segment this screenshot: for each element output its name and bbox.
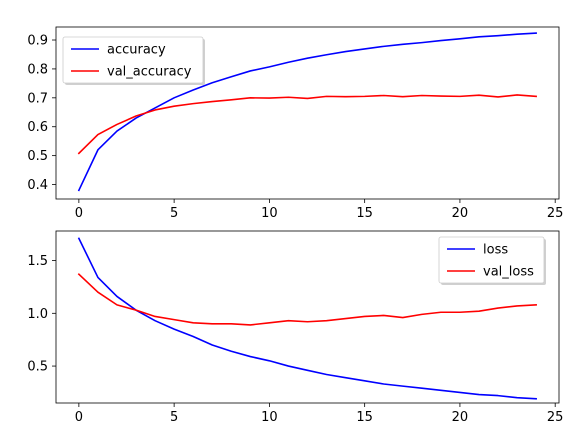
y-tick-label: 0.8 — [27, 62, 48, 77]
y-tick-label: 1.5 — [27, 254, 48, 269]
y-tick-label: 1.0 — [27, 307, 48, 322]
x-tick-label: 10 — [261, 410, 278, 425]
x-tick-label: 5 — [170, 410, 178, 425]
legend-label-loss: loss — [483, 243, 508, 258]
series-line-val-loss — [77, 273, 537, 326]
y-tick-label: 0.7 — [27, 91, 48, 106]
x-tick-label: 25 — [547, 410, 564, 425]
series-line-loss — [77, 237, 537, 400]
legend: loss val_loss — [438, 236, 546, 285]
y-tick-label: 0.5 — [27, 360, 48, 375]
x-tick-label: 0 — [75, 410, 83, 425]
x-tick-label: 20 — [452, 410, 469, 425]
legend: accuracy val_accuracy — [62, 36, 205, 85]
x-tick-label: 15 — [356, 206, 373, 221]
x-tick-label: 20 — [452, 206, 469, 221]
axes-frame — [55, 230, 560, 404]
y-tick-label: 0.6 — [27, 120, 48, 135]
series-line-accuracy — [77, 32, 537, 192]
axes-frame — [55, 26, 560, 200]
x-tick-label: 25 — [547, 206, 564, 221]
y-tick-label: 0.4 — [27, 178, 48, 193]
accuracy-subplot: 0 5 10 15 20 25 0.4 0.5 0.6 0.7 0.8 0.9 accuracy val_… — [27, 26, 564, 221]
loss-subplot: 0 5 10 15 20 25 0.5 1.0 1.5 loss val_loss — [27, 230, 564, 425]
legend-label-val-loss: val_loss — [483, 265, 534, 280]
y-tick-label: 0.5 — [27, 149, 48, 164]
legend-label-val-accuracy: val_accuracy — [107, 65, 192, 80]
x-tick-label: 10 — [261, 206, 278, 221]
legend-label-accuracy: accuracy — [107, 43, 166, 58]
x-tick-label: 5 — [170, 206, 178, 221]
x-tick-label: 15 — [356, 410, 373, 425]
y-tick-label: 0.9 — [27, 34, 48, 49]
series-line-val-accuracy — [77, 94, 537, 155]
x-tick-label: 0 — [75, 206, 83, 221]
